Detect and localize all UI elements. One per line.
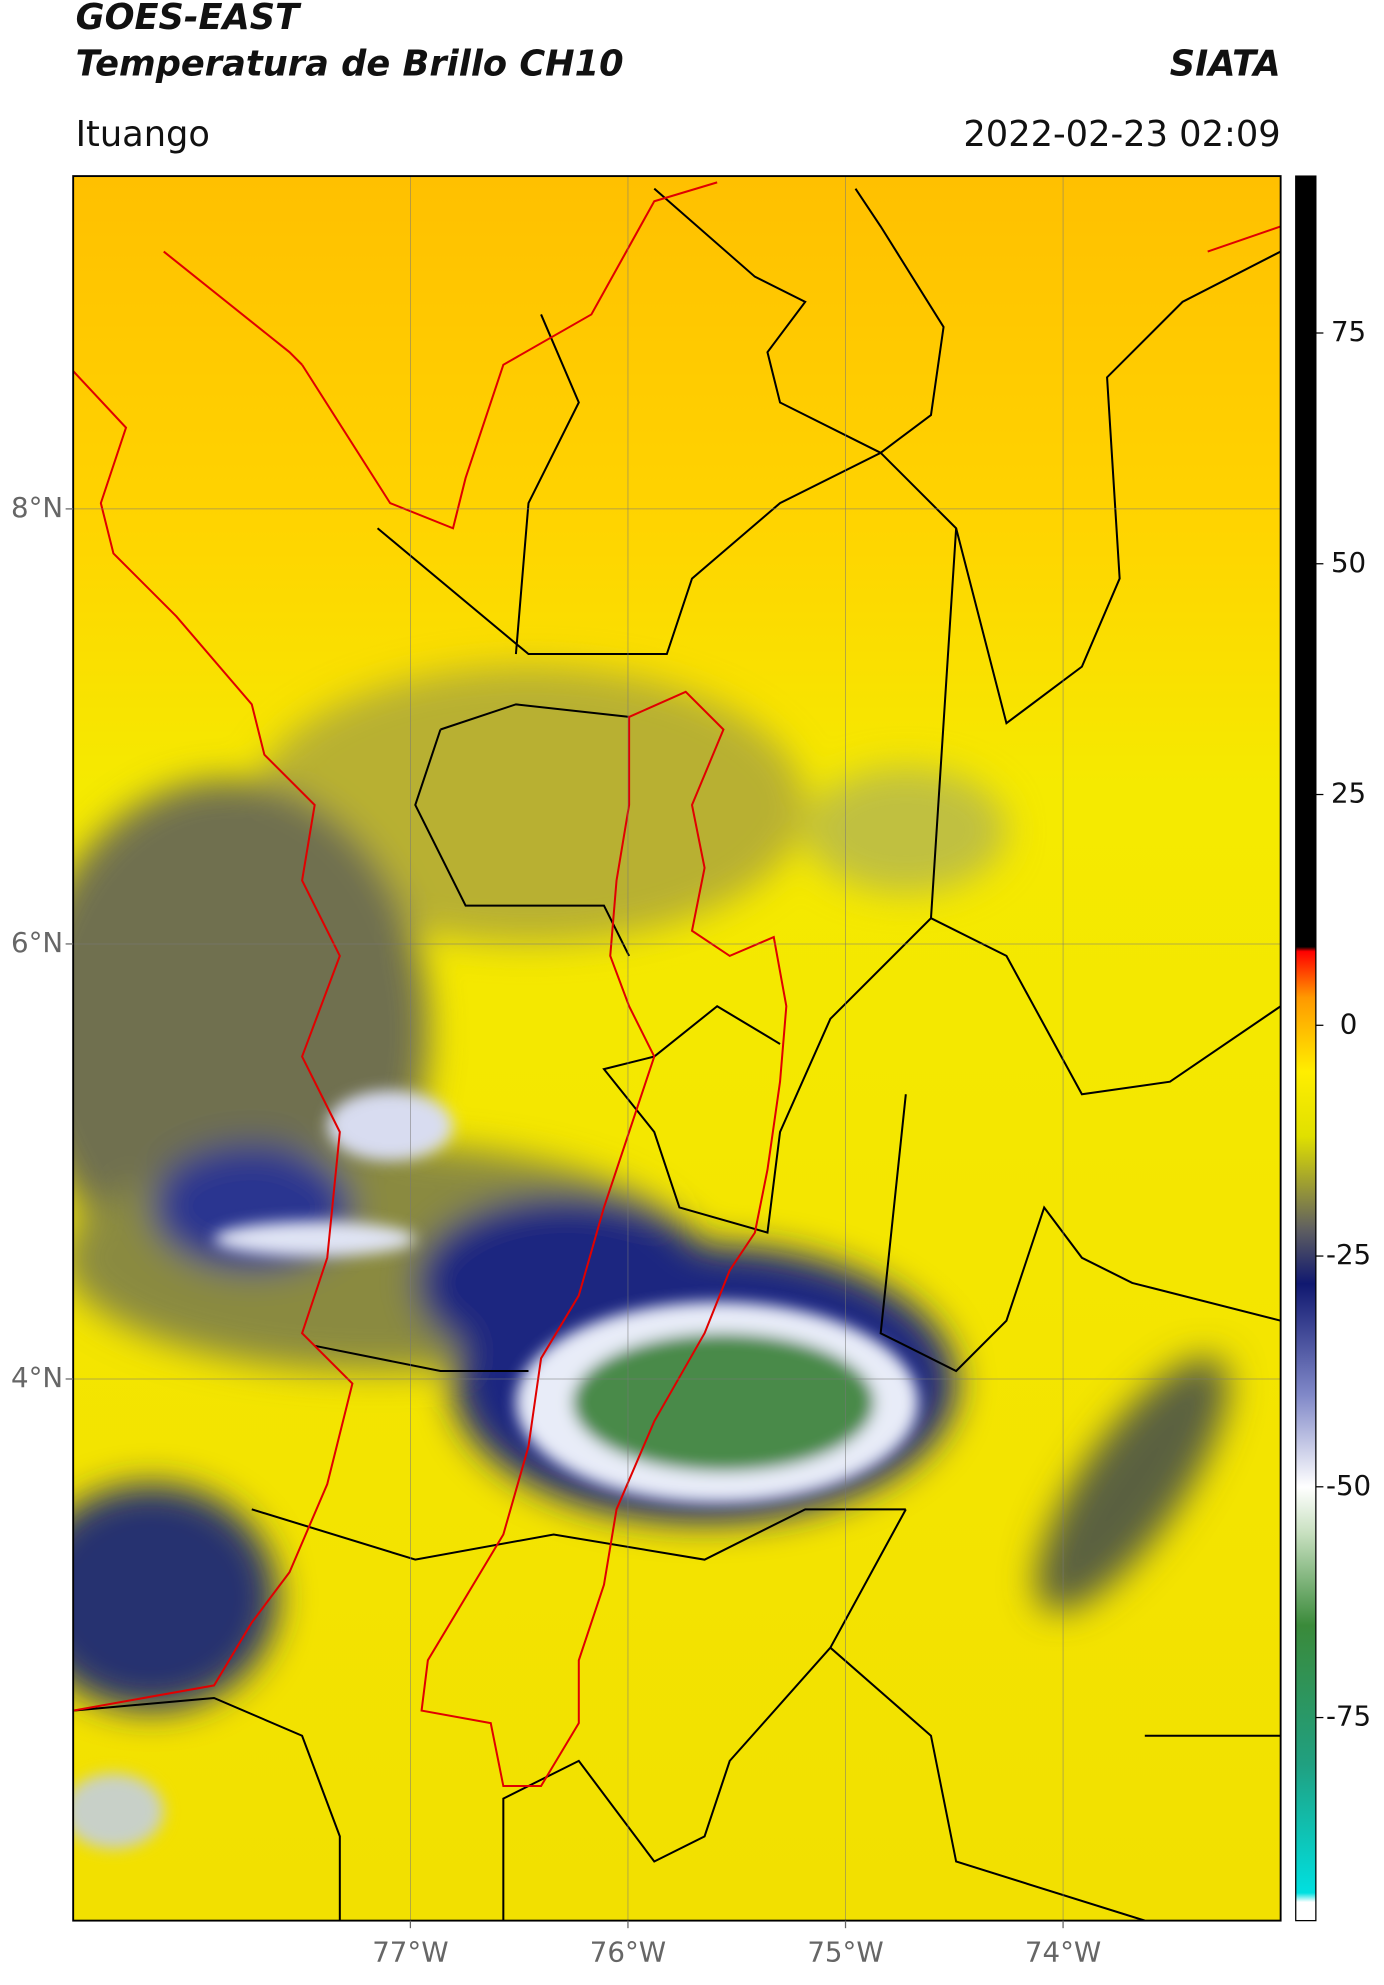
colorbar-tick-label: -25 [1326, 1238, 1371, 1271]
lon-tick-label: 77°W [372, 1935, 448, 1968]
datetime: 2022-02-23 02:09 [963, 114, 1280, 155]
colorbar-tick-label: -75 [1326, 1700, 1371, 1733]
lon-tick-label: 75°W [807, 1935, 883, 1968]
colorbar-tick-label: -50 [1326, 1469, 1371, 1502]
lat-tick-label: 6°N [11, 926, 63, 959]
colorbar [1295, 175, 1317, 1922]
satellite-image [73, 176, 1281, 1921]
lat-tick-label: 4°N [11, 1361, 63, 1394]
brand: SIATA [1170, 43, 1281, 84]
lat-tick-label: 8°N [11, 491, 63, 524]
title: GOES-EAST [76, 0, 302, 38]
lon-tick-label: 76°W [590, 1935, 666, 1968]
colorbar-tick-label: 25 [1331, 777, 1366, 810]
colorbar-tick-label: 75 [1331, 315, 1366, 348]
map-frame [72, 175, 1282, 1922]
colorbar-tick-label: 0 [1340, 1007, 1358, 1040]
lon-tick-label: 74°W [1025, 1935, 1101, 1968]
location: Ituango [76, 114, 210, 155]
colorbar-tick-label: 50 [1331, 546, 1366, 579]
subtitle: Temperatura de Brillo CH10 [76, 43, 624, 84]
